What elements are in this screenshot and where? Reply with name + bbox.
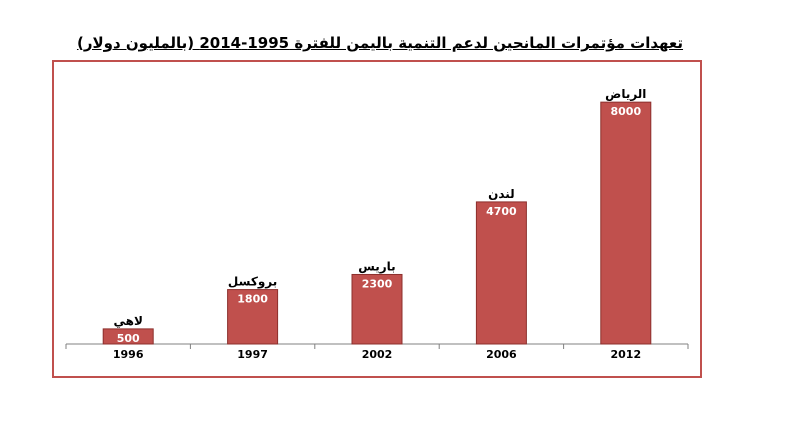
data-label: 2300: [362, 277, 393, 290]
data-label: 1800: [237, 293, 268, 306]
data-label: 8000: [610, 105, 641, 118]
bar: [102, 328, 154, 345]
bar-name-label: بروكسل: [228, 275, 277, 290]
bar: [227, 289, 279, 345]
x-tick-label: 1997: [237, 348, 268, 361]
bar-name-label: لاهي: [113, 314, 142, 328]
bar-name-label: لندن: [488, 187, 515, 201]
x-tick-label: 1996: [113, 348, 144, 361]
data-label: 500: [117, 332, 140, 345]
bar: [475, 201, 527, 345]
bar: [600, 101, 652, 345]
data-label: 4700: [486, 205, 517, 218]
x-tick-label: 2006: [486, 348, 517, 361]
bar-name-label: الرياض: [605, 87, 646, 101]
bar: [351, 273, 403, 345]
bar-name-label: باريس: [358, 259, 395, 273]
x-tick-label: 2012: [610, 348, 641, 361]
chart-title: تعهدات مؤتمرات المانحين لدعم التنمية بال…: [76, 34, 684, 52]
x-tick-label: 2002: [362, 348, 393, 361]
